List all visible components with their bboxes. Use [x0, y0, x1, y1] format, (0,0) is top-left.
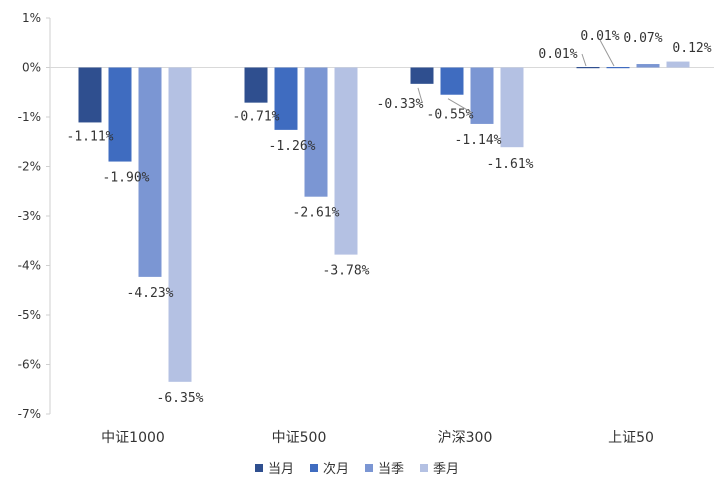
axes: 1% 0% -1% -2% -3% -4% -5% -6% -7% 中证1000 中证500 沪深30… [18, 11, 714, 446]
legend-label: 季月 [433, 462, 459, 477]
data-label: 0.01% [580, 29, 619, 44]
y-tick-label: -5% [18, 308, 41, 322]
bar [274, 67, 298, 130]
leader-line [447, 98, 473, 114]
legend: 当月 次月 当季 季月 [255, 461, 459, 477]
leader-line [599, 39, 615, 67]
x-tick-label: 沪深300 [438, 430, 493, 446]
data-label: -0.55% [427, 108, 474, 123]
leader-line [417, 87, 423, 102]
legend-swatch [310, 464, 318, 472]
y-tick-label: -2% [18, 160, 41, 174]
data-label: -0.33% [377, 97, 424, 112]
legend-swatch [255, 464, 263, 472]
data-label: -4.23% [127, 286, 174, 301]
bar [636, 64, 660, 68]
data-labels: -1.11% -1.90% -4.23% -6.35% -0.71% -1.26% -2.6… [67, 29, 712, 406]
bar [138, 67, 162, 277]
bar [244, 67, 268, 103]
bar [334, 67, 358, 255]
y-tick-label: -6% [18, 358, 41, 372]
data-label: -3.78% [323, 264, 370, 279]
bar [78, 67, 102, 123]
bar [410, 67, 434, 84]
legend-label: 次月 [323, 461, 349, 477]
x-tick-label: 中证500 [272, 430, 327, 446]
y-tick-label: -1% [18, 110, 41, 124]
y-tick-label: 1% [22, 11, 41, 25]
data-label: 0.07% [623, 31, 662, 46]
legend-label: 当季 [378, 462, 404, 477]
bar [666, 61, 690, 68]
data-label: -0.71% [233, 110, 280, 125]
leader-line [581, 53, 587, 67]
data-label: -1.61% [487, 157, 534, 172]
bar [470, 67, 494, 124]
bar [108, 67, 132, 162]
x-tick-label: 中证1000 [101, 430, 165, 446]
y-tick-label: 0% [22, 61, 41, 75]
legend-swatch [365, 464, 373, 472]
bars [78, 61, 690, 382]
data-label: -2.61% [293, 206, 340, 221]
data-label: -1.90% [103, 171, 150, 186]
data-label: 0.12% [672, 41, 711, 56]
bar [440, 67, 464, 95]
bar [576, 67, 600, 69]
data-label: -6.35% [157, 391, 204, 406]
legend-swatch [420, 464, 428, 472]
bar [606, 67, 630, 69]
x-tick-label: 上证50 [608, 430, 654, 446]
data-label: -1.14% [455, 133, 502, 148]
data-label: -1.11% [67, 129, 114, 144]
bar [168, 67, 192, 382]
data-label: -1.26% [269, 139, 316, 154]
y-tick-label: -4% [18, 259, 41, 273]
y-tick-label: -3% [18, 209, 41, 223]
bar [500, 67, 524, 148]
bar [304, 67, 328, 197]
y-tick-label: -7% [18, 407, 41, 421]
data-label: 0.01% [538, 47, 577, 62]
legend-label: 当月 [268, 462, 294, 477]
